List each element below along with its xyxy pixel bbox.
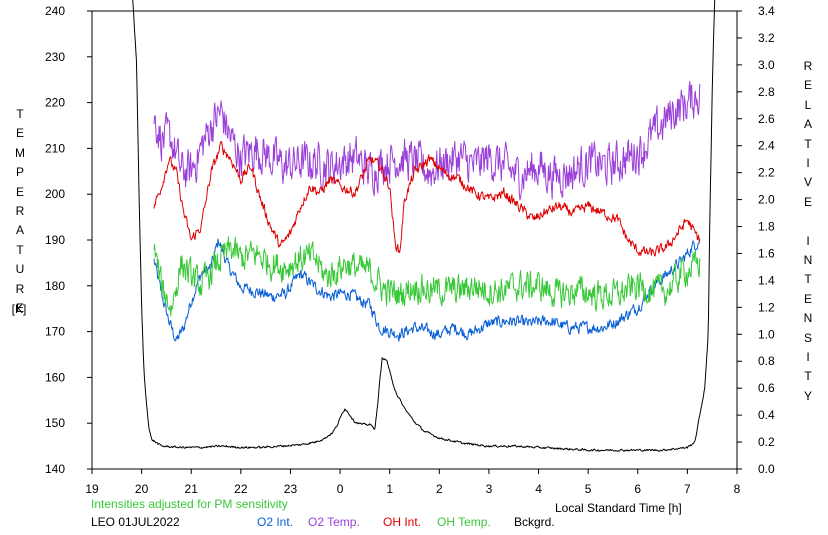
legend-o2-int: O2 Int. (257, 515, 294, 529)
x-tick-label: 1 (386, 482, 393, 496)
right-tick-label: 1.6 (758, 246, 775, 260)
right-tick-label: 0.4 (758, 408, 775, 422)
left-tick-label: 210 (45, 141, 65, 155)
x-tick-label: 5 (585, 482, 592, 496)
right-title-letter: E (803, 78, 812, 93)
right-tick-label: 1.8 (758, 220, 775, 234)
right-title-letter: T (804, 272, 812, 287)
right-tick-label: 2.4 (758, 139, 775, 153)
x-tick-label: 20 (135, 482, 149, 496)
series-line-oh-int (153, 140, 700, 257)
legend-oh-int: OH Int. (383, 515, 422, 529)
right-title-letter: I (806, 156, 810, 170)
right-tick-label: 1.2 (758, 300, 775, 314)
left-tick-label: 180 (45, 279, 65, 293)
sensitivity-note: Intensities adjusted for PM sensitivity (91, 497, 288, 511)
x-axis-title: Local Standard Time [h] (555, 501, 682, 515)
left-title-letter: R (15, 204, 25, 218)
left-title-letter: E (15, 126, 24, 141)
right-title-letter: N (803, 311, 813, 326)
right-title-letter: N (803, 253, 813, 267)
series-line-o2-int (153, 238, 701, 342)
right-tick-label: 0.0 (758, 462, 775, 476)
right-tick-label: 2.2 (758, 166, 775, 180)
left-title-letter: M (15, 145, 25, 160)
right-title-letter: I (806, 350, 810, 364)
series-line-oh-temp (153, 236, 701, 317)
right-title-letter: S (803, 330, 812, 345)
legend-o2-temp: O2 Temp. (308, 515, 360, 529)
right-title-letter: L (804, 97, 812, 112)
right-title-letter: E (803, 291, 812, 306)
x-tick-label: 0 (337, 482, 344, 496)
x-tick-label: 19 (85, 482, 99, 496)
left-tick-label: 170 (45, 325, 65, 339)
right-title-letter: Y (803, 388, 812, 403)
right-tick-label: 3.4 (758, 4, 775, 18)
x-tick-label: 2 (436, 482, 443, 496)
right-tick-label: 2.6 (758, 112, 775, 126)
left-title-letter: T (16, 107, 24, 121)
right-tick-label: 0.6 (758, 381, 775, 395)
x-tick-label: 8 (734, 482, 741, 496)
left-tick-label: 190 (45, 233, 65, 247)
legend-oh-temp: OH Temp. (437, 515, 491, 529)
right-tick-label: 2.0 (758, 193, 775, 207)
right-tick-label: 3.0 (758, 58, 775, 72)
x-tick-label: 3 (486, 482, 493, 496)
right-tick-label: 2.8 (758, 85, 775, 99)
left-title-letter: E (15, 184, 24, 199)
left-title-letter: E (15, 301, 24, 315)
x-tick-label: 23 (284, 482, 298, 496)
left-axis-unit: [K] (11, 302, 27, 316)
right-title-letter: I (806, 233, 810, 248)
right-tick-label: 1.4 (758, 273, 775, 287)
left-tick-label: 220 (45, 96, 65, 110)
left-tick-label: 140 (45, 462, 65, 476)
right-title-letter: A (803, 117, 812, 132)
left-tick-label: 200 (45, 187, 65, 201)
legend-bckgrd: Bckgrd. (514, 515, 555, 529)
left-tick-label: 230 (45, 50, 65, 64)
right-title-letter: R (803, 59, 813, 73)
right-title-letter: V (803, 175, 812, 190)
right-tick-label: 0.8 (758, 354, 775, 368)
series-line-bckgrd (132, 0, 716, 452)
left-tick-label: 240 (45, 4, 65, 18)
left-title-letter: R (15, 281, 25, 296)
right-title-letter: T (804, 369, 812, 384)
left-title-letter: P (15, 165, 24, 180)
right-title-letter: T (804, 136, 812, 151)
x-tick-label: 21 (185, 482, 199, 496)
right-title-letter: E (803, 194, 812, 209)
right-tick-label: 0.2 (758, 435, 775, 449)
left-title-letter: T (16, 242, 24, 257)
x-tick-label: 22 (234, 482, 248, 496)
left-title-letter: U (15, 262, 25, 277)
x-tick-label: 4 (535, 482, 542, 496)
series-line-o2-temp (153, 80, 701, 201)
left-tick-label: 160 (45, 370, 65, 384)
right-tick-label: 1.0 (758, 327, 775, 341)
x-tick-label: 6 (634, 482, 641, 496)
station-date: LEO 01JUL2022 (91, 515, 180, 529)
x-tick-label: 7 (684, 482, 691, 496)
right-tick-label: 3.2 (758, 31, 775, 45)
left-title-letter: A (15, 223, 24, 238)
left-tick-label: 150 (45, 416, 65, 430)
